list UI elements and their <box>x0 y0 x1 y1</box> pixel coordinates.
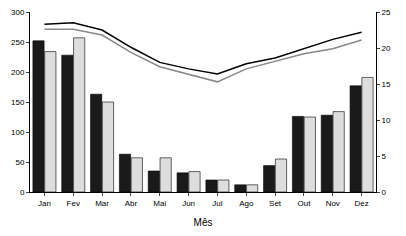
svg-text:Mar: Mar <box>95 199 109 208</box>
svg-text:25: 25 <box>382 8 391 17</box>
svg-text:5: 5 <box>382 152 387 161</box>
svg-text:100: 100 <box>11 128 25 137</box>
svg-text:50: 50 <box>15 158 24 167</box>
svg-text:0: 0 <box>382 188 387 197</box>
svg-text:Jul: Jul <box>212 199 222 208</box>
svg-text:15: 15 <box>382 80 391 89</box>
svg-text:200: 200 <box>11 68 25 77</box>
svg-text:0: 0 <box>20 188 25 197</box>
svg-text:Mai: Mai <box>153 199 166 208</box>
svg-text:Set: Set <box>269 199 282 208</box>
svg-text:Dez: Dez <box>354 199 368 208</box>
svg-text:10: 10 <box>382 116 391 125</box>
svg-text:Mês: Mês <box>194 217 213 228</box>
svg-text:Jan: Jan <box>38 199 51 208</box>
svg-text:Abr: Abr <box>125 199 138 208</box>
svg-text:Jun: Jun <box>182 199 195 208</box>
svg-text:250: 250 <box>11 38 25 47</box>
svg-text:300: 300 <box>11 8 25 17</box>
svg-text:Nov: Nov <box>326 199 340 208</box>
svg-text:Fev: Fev <box>67 199 80 208</box>
svg-text:150: 150 <box>11 98 25 107</box>
svg-text:Out: Out <box>297 199 311 208</box>
svg-text:20: 20 <box>382 44 391 53</box>
svg-text:Ago: Ago <box>239 199 254 208</box>
